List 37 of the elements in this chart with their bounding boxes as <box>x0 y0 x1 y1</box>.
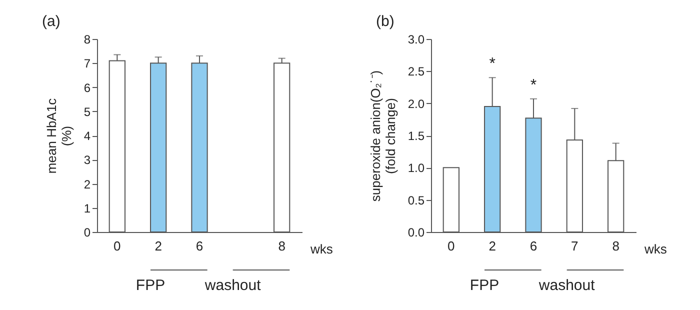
y-tick-label: 0.5 <box>408 193 425 208</box>
chart-title: (b) <box>376 13 394 30</box>
y-tick-label: 4 <box>84 129 91 143</box>
y-tick-label: 3 <box>84 153 91 168</box>
y-tick-label: 6 <box>84 80 91 95</box>
y-tick-label: 2.5 <box>408 64 425 79</box>
y-tick-label: 1 <box>84 201 91 216</box>
x-tick-label: 2 <box>154 238 162 254</box>
x-tick-label: 6 <box>530 238 538 254</box>
x-axis-title: wks <box>644 242 668 256</box>
y-tick-label: 5 <box>84 104 91 119</box>
y-tick-label: 0 <box>84 226 91 240</box>
x-tick-label: 8 <box>612 238 620 254</box>
y-axis-title: mean HbA1c (%) <box>44 98 74 174</box>
text: FPP <box>470 277 500 294</box>
x-tick-label: 7 <box>571 238 578 254</box>
x-tick-label: 8 <box>278 238 286 254</box>
x-axis-title: wks <box>310 242 334 256</box>
y-tick-label: 0.0 <box>408 226 425 240</box>
text: washout <box>538 277 596 294</box>
x-tick-label: 0 <box>114 238 121 254</box>
annotation: * <box>530 76 537 94</box>
y-axis-title: superoxide anion(O₂˙⁻) (fold change) <box>368 70 398 202</box>
y-tick-label: 2 <box>84 177 91 192</box>
y-tick-label: 3.0 <box>408 32 425 46</box>
y-tick-label: 7 <box>84 56 91 71</box>
text: washout <box>204 277 262 294</box>
chart-title: (a) <box>42 13 60 30</box>
y-tick-label: 2.0 <box>408 96 425 111</box>
x-tick-label: 2 <box>488 238 496 254</box>
x-tick-label: 6 <box>196 238 204 254</box>
x-tick-label: 0 <box>448 238 455 254</box>
y-tick-label: 1.5 <box>408 129 425 143</box>
y-tick-label: 8 <box>84 32 91 46</box>
text: FPP <box>136 277 166 294</box>
annotation: * <box>489 56 496 73</box>
y-tick-label: 1.0 <box>408 161 425 176</box>
